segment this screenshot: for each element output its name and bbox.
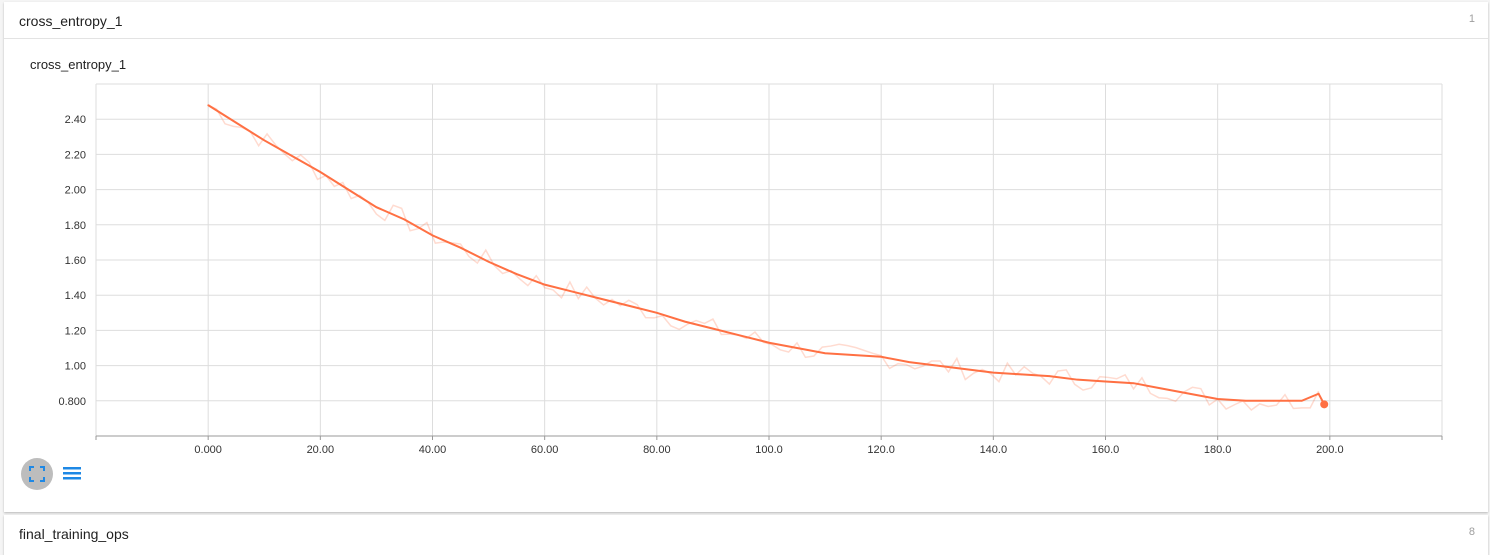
card-title: cross_entropy_1	[19, 13, 123, 29]
show-data-button[interactable]	[56, 458, 88, 490]
y-tick-label: 2.40	[65, 114, 86, 126]
data-point	[1048, 375, 1051, 377]
card-header[interactable]: cross_entropy_1 1	[4, 2, 1488, 39]
x-tick-label: 80.00	[643, 444, 671, 456]
data-point	[712, 327, 714, 330]
x-tick-label: 160.0	[1092, 444, 1120, 456]
chart: 0.000 20.00 40.00 60.00 80.00 100.0 120.0 140.0…	[58, 83, 1443, 456]
last-point-marker	[1320, 400, 1329, 409]
chart-axes: 0.000 20.00 40.00 60.00 80.00 100.0 120.0 140.0…	[58, 114, 1443, 456]
data-point	[263, 139, 266, 142]
raw-series	[207, 104, 1320, 412]
x-tick-label: 100.0	[755, 444, 783, 456]
data-point	[1020, 373, 1023, 376]
fullscreen-icon	[29, 466, 45, 482]
data-point	[992, 371, 995, 374]
data-point	[740, 334, 742, 337]
data-point	[347, 188, 350, 191]
smoothed-series	[207, 104, 1329, 409]
data-point	[1104, 380, 1107, 383]
x-tick-label: 140.0	[980, 444, 1008, 456]
series-raw-line	[207, 104, 1320, 412]
data-point	[375, 206, 378, 208]
card-count: 1	[1468, 13, 1475, 25]
y-tick-label: 1.80	[65, 220, 86, 232]
data-point	[1160, 387, 1163, 390]
data-point	[1272, 400, 1275, 402]
y-tick-label: 1.60	[65, 255, 86, 267]
series-line	[207, 104, 1326, 405]
data-point	[403, 218, 406, 221]
x-tick-label: 40.00	[419, 444, 447, 456]
list-icon	[63, 467, 81, 480]
data-point	[627, 304, 630, 307]
y-tick-label: 2.20	[65, 149, 86, 161]
data-point	[824, 352, 826, 355]
y-tick-label: 1.20	[65, 325, 86, 337]
x-tick-label: 0.000	[194, 444, 222, 456]
card-title: final_training_ops	[19, 526, 129, 542]
data-point	[459, 246, 462, 249]
data-point	[1244, 400, 1247, 402]
data-point	[1317, 392, 1320, 395]
data-point	[768, 341, 770, 344]
data-point	[235, 121, 238, 124]
x-tick-label: 60.00	[531, 444, 559, 456]
x-tick-label: 200.0	[1316, 444, 1344, 456]
scalar-card: final_training_ops 8	[4, 515, 1488, 555]
data-point	[880, 356, 882, 358]
data-point	[908, 361, 911, 363]
data-point	[291, 155, 294, 157]
data-point	[543, 283, 546, 286]
data-point	[571, 290, 574, 293]
y-tick-label: 1.00	[65, 361, 86, 373]
chart-title: cross_entropy_1	[30, 57, 127, 72]
card-header[interactable]: final_training_ops 8	[4, 515, 1488, 551]
expand-chart-button[interactable]	[21, 458, 53, 490]
data-point	[1216, 398, 1219, 400]
data-point	[599, 297, 602, 300]
data-point	[796, 347, 798, 349]
data-point	[487, 260, 490, 263]
data-point	[431, 234, 434, 237]
scalar-card: cross_entropy_1 1	[4, 2, 1488, 512]
x-tick-label: 180.0	[1204, 444, 1232, 456]
data-point	[936, 364, 939, 367]
y-tick-label: 2.00	[65, 185, 86, 197]
y-tick-label: 1.40	[65, 290, 86, 302]
chart-grid	[95, 83, 1443, 436]
data-point	[207, 104, 209, 106]
data-point	[1132, 382, 1135, 385]
data-point	[852, 354, 854, 356]
data-point	[1300, 400, 1303, 402]
x-tick-label: 20.00	[307, 444, 335, 456]
x-tick-label: 120.0	[867, 444, 895, 456]
data-point	[656, 312, 658, 314]
data-point	[684, 320, 686, 323]
data-point	[1076, 378, 1079, 381]
data-point	[515, 273, 518, 275]
card-count: 8	[1468, 526, 1475, 538]
data-point	[319, 171, 322, 173]
data-point	[1188, 392, 1191, 395]
data-point	[964, 368, 967, 370]
y-tick-label: 0.800	[58, 396, 86, 408]
